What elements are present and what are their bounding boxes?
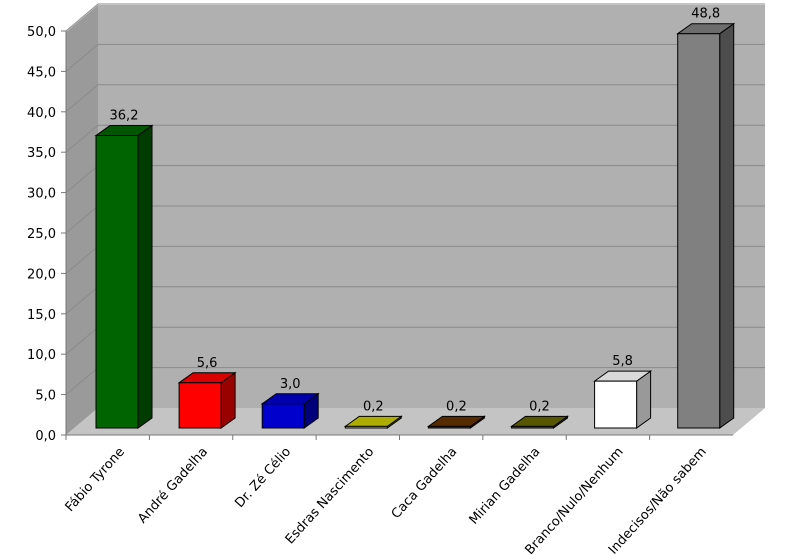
gridline: [65, 3, 99, 32]
bar: [95, 135, 139, 429]
bar: [427, 425, 471, 429]
gridline: [65, 286, 99, 315]
bar: [677, 33, 721, 429]
floor: [66, 408, 765, 435]
bar: [511, 425, 554, 429]
y-tick-label: 30,0: [27, 187, 56, 202]
x-tick-label: Branco/Nulo/Nenhum: [522, 445, 626, 556]
x-tick-label: Indecisos/Não sabem: [606, 445, 710, 556]
y-tick-label: 15,0: [27, 308, 56, 323]
x-tick-label: Dr. Zé Célio: [232, 445, 294, 511]
gridline: [65, 205, 99, 234]
y-tick-label: 10,0: [27, 348, 56, 363]
bar-side: [137, 124, 153, 429]
data-label: 5,8: [612, 354, 633, 369]
gridline: [65, 367, 99, 395]
bar: [178, 382, 222, 429]
gridline: [65, 326, 99, 355]
y-tick-label: 0,0: [35, 429, 56, 444]
gridline: [65, 124, 99, 153]
bar: [344, 425, 388, 429]
y-tick-label: 40,0: [27, 106, 56, 121]
y-tick-label: 5,0: [35, 389, 56, 404]
gridline: [65, 84, 99, 113]
y-tick-label: 45,0: [27, 65, 56, 80]
x-tick-label: Fábio Tyrone: [63, 445, 128, 515]
y-tick-label: 25,0: [27, 227, 56, 242]
x-tick-label: André Gadelha: [135, 445, 211, 527]
data-label: 0,2: [446, 399, 467, 414]
data-label: 36,2: [110, 109, 139, 124]
x-tick-label: Mirian Gadelha: [467, 445, 544, 528]
data-label: 48,8: [691, 7, 720, 22]
gridline: [65, 246, 99, 274]
bar-side: [719, 22, 735, 429]
data-label: 0,2: [529, 399, 550, 414]
bar: [261, 403, 305, 429]
gridline: [65, 44, 99, 72]
data-label: 3,0: [280, 377, 301, 392]
data-label: 5,6: [197, 356, 218, 371]
bar: [594, 380, 638, 429]
y-tick-label: 35,0: [27, 146, 56, 161]
data-label: 0,2: [363, 399, 384, 414]
gridline: [65, 165, 99, 193]
y-tick-label: 20,0: [27, 267, 56, 282]
x-tick-label: Esdras Nascimento: [283, 445, 378, 548]
x-tick-label: Caca Gadelha: [389, 445, 461, 522]
y-tick-label: 50,0: [27, 25, 56, 40]
